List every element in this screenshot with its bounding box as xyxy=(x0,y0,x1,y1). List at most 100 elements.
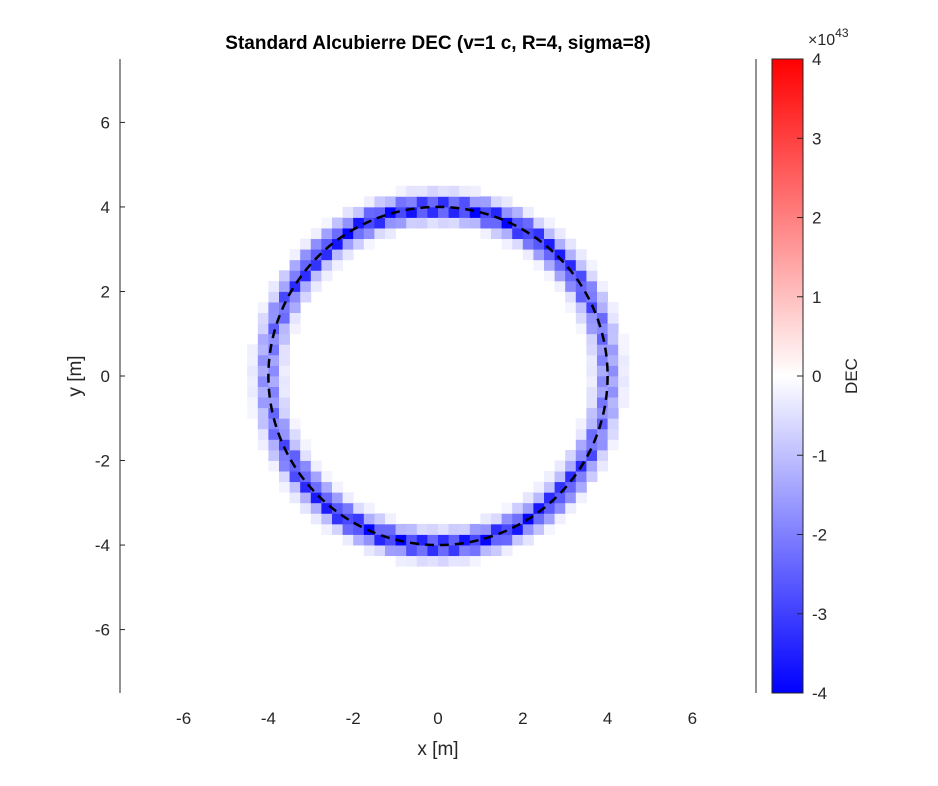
heatmap-cell xyxy=(448,185,460,197)
heatmap-cell xyxy=(310,259,322,271)
heatmap-cell xyxy=(575,428,587,440)
heatmap-cell xyxy=(586,439,598,451)
heatmap-cell xyxy=(544,228,555,240)
heatmap-cell xyxy=(395,206,407,218)
heatmap-cell xyxy=(554,513,566,525)
heatmap-cell xyxy=(289,439,301,451)
heatmap-cell xyxy=(353,238,365,250)
heatmap-cell xyxy=(363,238,375,250)
heatmap-cell xyxy=(257,302,269,313)
heatmap-cell xyxy=(363,196,375,208)
heatmap-cell xyxy=(544,259,555,271)
heatmap-cell xyxy=(597,280,608,292)
heatmap-cell xyxy=(480,196,492,208)
heatmap-cell xyxy=(321,481,333,493)
heatmap-cell xyxy=(501,196,513,208)
heatmap-cell xyxy=(279,376,290,387)
colorbar-tick-label: 1 xyxy=(812,288,821,307)
heatmap-cell xyxy=(257,323,269,335)
heatmap-cell xyxy=(353,534,365,546)
heatmap-cell xyxy=(544,238,555,250)
heatmap-cell xyxy=(586,354,598,366)
heatmap-cell xyxy=(268,407,280,419)
heatmap-cell xyxy=(406,206,418,218)
heatmap-cell xyxy=(586,449,598,461)
heatmap-cell xyxy=(565,259,577,271)
heatmap-cell xyxy=(342,217,354,229)
colorbar-exponent: ×1043 xyxy=(808,26,849,49)
heatmap-cell xyxy=(501,523,513,535)
heatmap-cell xyxy=(395,217,407,229)
x-tick-label: -6 xyxy=(176,709,191,728)
heatmap-cell xyxy=(300,238,312,250)
heatmap-cell xyxy=(438,523,449,535)
heatmap-cell xyxy=(310,513,322,525)
heatmap-cell xyxy=(544,492,555,504)
heatmap-cell xyxy=(427,206,439,218)
heatmap-cell xyxy=(575,439,587,451)
heatmap-cell xyxy=(459,196,471,208)
heatmap-cell xyxy=(618,376,630,387)
heatmap-cell xyxy=(597,439,608,451)
heatmap-cell xyxy=(438,206,449,218)
heatmap-cell xyxy=(279,302,290,313)
heatmap-cell xyxy=(268,460,280,472)
heatmap-cell xyxy=(385,513,396,525)
heatmap-cell xyxy=(575,249,587,261)
heatmap-cell xyxy=(575,481,587,493)
heatmap-cell xyxy=(257,333,269,345)
heatmap-cell xyxy=(469,555,481,567)
heatmap-cell xyxy=(321,513,333,525)
heatmap-cell xyxy=(268,376,280,387)
heatmap-cell xyxy=(332,523,343,535)
heatmap-cell xyxy=(321,523,333,535)
heatmap-cell xyxy=(268,354,280,366)
heatmap-cell xyxy=(310,238,322,250)
heatmap-cell xyxy=(586,259,598,271)
heatmap-cell xyxy=(279,449,290,461)
heatmap-cell xyxy=(586,270,598,282)
heatmap-cell xyxy=(565,449,577,461)
heatmap-cell xyxy=(321,270,333,282)
heatmap-cell xyxy=(586,291,598,303)
x-tick-label: 6 xyxy=(688,709,697,728)
heatmap-cell xyxy=(363,534,375,546)
heatmap-cell xyxy=(438,555,449,567)
heatmap-cell xyxy=(565,280,577,292)
heatmap-cell xyxy=(491,196,502,208)
heatmap-cell xyxy=(321,217,333,229)
heatmap-cell xyxy=(363,217,375,229)
heatmap-cell xyxy=(575,302,587,313)
heatmap-cell xyxy=(342,238,354,250)
heatmap-cell xyxy=(321,228,333,240)
heatmap-cell xyxy=(448,206,460,218)
heatmap-cell xyxy=(289,418,301,430)
heatmap-cell xyxy=(491,534,502,546)
heatmap-cell xyxy=(522,523,534,535)
heatmap-cell xyxy=(279,471,290,483)
heatmap-cell xyxy=(533,502,545,514)
heatmap-cell xyxy=(480,523,492,535)
heatmap-cell xyxy=(374,196,386,208)
colorbar-exponent-power: 43 xyxy=(835,26,849,40)
heatmap-cell xyxy=(533,523,545,535)
heatmap-cell xyxy=(279,291,290,303)
heatmap-cell xyxy=(491,206,502,218)
heatmap-cell xyxy=(607,333,619,345)
heatmap-cell xyxy=(257,312,269,324)
heatmap-cell xyxy=(459,555,471,567)
y-tick-label: -2 xyxy=(95,452,110,471)
heatmap-cell xyxy=(257,365,269,377)
heatmap-cell xyxy=(544,249,555,261)
heatmap-cell xyxy=(332,238,343,250)
heatmap-cell xyxy=(257,386,269,398)
heatmap-cell xyxy=(586,428,598,440)
heatmap-cell xyxy=(607,386,619,398)
heatmap-cell xyxy=(522,217,534,229)
x-tick-label: -2 xyxy=(346,709,361,728)
heatmap-cell xyxy=(268,386,280,398)
heatmap-cell xyxy=(438,217,449,229)
heatmap-cell xyxy=(554,238,566,250)
heatmap-cell xyxy=(353,513,365,525)
